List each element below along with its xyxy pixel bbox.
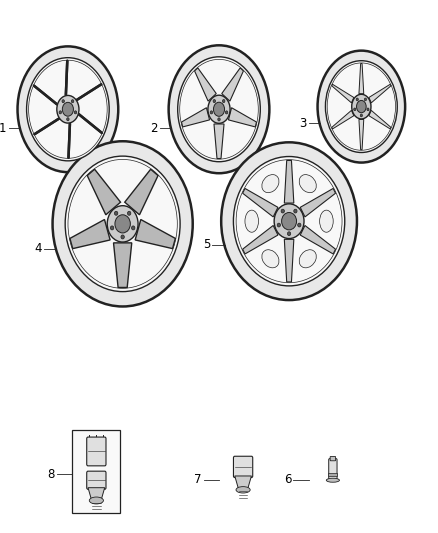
Ellipse shape xyxy=(364,98,367,101)
Polygon shape xyxy=(70,220,110,248)
Ellipse shape xyxy=(71,100,74,103)
Bar xyxy=(72,431,120,513)
Ellipse shape xyxy=(294,209,297,213)
Ellipse shape xyxy=(114,211,118,215)
Polygon shape xyxy=(332,84,354,103)
Ellipse shape xyxy=(221,142,357,300)
Ellipse shape xyxy=(236,487,250,493)
Ellipse shape xyxy=(210,111,212,114)
Ellipse shape xyxy=(53,141,193,306)
Ellipse shape xyxy=(62,100,64,103)
Ellipse shape xyxy=(277,223,280,227)
Ellipse shape xyxy=(110,226,114,230)
Ellipse shape xyxy=(121,235,124,239)
FancyBboxPatch shape xyxy=(233,456,253,478)
Polygon shape xyxy=(243,225,278,254)
Text: 2: 2 xyxy=(150,122,158,135)
FancyBboxPatch shape xyxy=(328,458,337,481)
Ellipse shape xyxy=(89,497,103,504)
Ellipse shape xyxy=(354,108,356,111)
Ellipse shape xyxy=(287,232,291,236)
Ellipse shape xyxy=(320,210,333,232)
Ellipse shape xyxy=(218,118,220,121)
Ellipse shape xyxy=(357,100,366,113)
Polygon shape xyxy=(359,119,364,150)
Ellipse shape xyxy=(274,204,304,239)
Ellipse shape xyxy=(74,111,77,114)
Ellipse shape xyxy=(57,95,79,123)
Ellipse shape xyxy=(107,206,138,242)
Polygon shape xyxy=(214,124,224,158)
Ellipse shape xyxy=(325,61,397,152)
FancyBboxPatch shape xyxy=(330,456,336,461)
Text: 3: 3 xyxy=(299,117,307,130)
Polygon shape xyxy=(87,169,120,215)
Ellipse shape xyxy=(223,100,225,103)
Polygon shape xyxy=(181,108,209,127)
Ellipse shape xyxy=(356,98,358,101)
Ellipse shape xyxy=(178,57,260,161)
Ellipse shape xyxy=(233,157,345,286)
Ellipse shape xyxy=(18,46,118,172)
Polygon shape xyxy=(369,110,391,129)
Polygon shape xyxy=(369,84,391,103)
Text: 4: 4 xyxy=(34,242,42,255)
Polygon shape xyxy=(229,108,257,127)
Ellipse shape xyxy=(131,226,135,230)
Ellipse shape xyxy=(59,111,61,114)
Ellipse shape xyxy=(326,478,339,482)
Polygon shape xyxy=(113,243,132,287)
FancyBboxPatch shape xyxy=(87,437,106,466)
Ellipse shape xyxy=(262,250,279,268)
Ellipse shape xyxy=(318,51,405,163)
Ellipse shape xyxy=(360,114,362,117)
Ellipse shape xyxy=(299,250,316,268)
Polygon shape xyxy=(222,68,244,101)
Text: 1: 1 xyxy=(0,122,7,135)
Bar xyxy=(328,473,338,475)
Ellipse shape xyxy=(169,45,269,173)
Ellipse shape xyxy=(367,108,369,111)
Polygon shape xyxy=(243,189,278,217)
FancyBboxPatch shape xyxy=(87,471,106,489)
Ellipse shape xyxy=(245,210,258,232)
Polygon shape xyxy=(300,189,336,217)
Polygon shape xyxy=(284,160,294,203)
Ellipse shape xyxy=(115,215,131,233)
Ellipse shape xyxy=(299,175,316,192)
Ellipse shape xyxy=(281,209,284,213)
Ellipse shape xyxy=(62,102,74,116)
Polygon shape xyxy=(194,68,216,101)
Text: 8: 8 xyxy=(47,468,55,481)
Polygon shape xyxy=(235,476,251,489)
Polygon shape xyxy=(284,239,294,282)
Polygon shape xyxy=(125,169,158,215)
Text: 6: 6 xyxy=(284,473,291,486)
Ellipse shape xyxy=(282,213,297,230)
Polygon shape xyxy=(332,110,354,129)
Polygon shape xyxy=(300,225,336,254)
Ellipse shape xyxy=(213,100,215,103)
Ellipse shape xyxy=(67,118,69,121)
Text: 5: 5 xyxy=(203,238,210,252)
Text: 7: 7 xyxy=(194,473,201,486)
Ellipse shape xyxy=(208,95,230,123)
Ellipse shape xyxy=(226,111,228,114)
Ellipse shape xyxy=(213,102,225,116)
Ellipse shape xyxy=(27,58,109,161)
Polygon shape xyxy=(135,220,175,248)
Ellipse shape xyxy=(65,156,180,292)
Ellipse shape xyxy=(262,175,279,192)
Ellipse shape xyxy=(127,211,131,215)
Ellipse shape xyxy=(298,223,301,227)
Polygon shape xyxy=(359,63,364,94)
Ellipse shape xyxy=(352,94,371,119)
Polygon shape xyxy=(88,488,105,499)
